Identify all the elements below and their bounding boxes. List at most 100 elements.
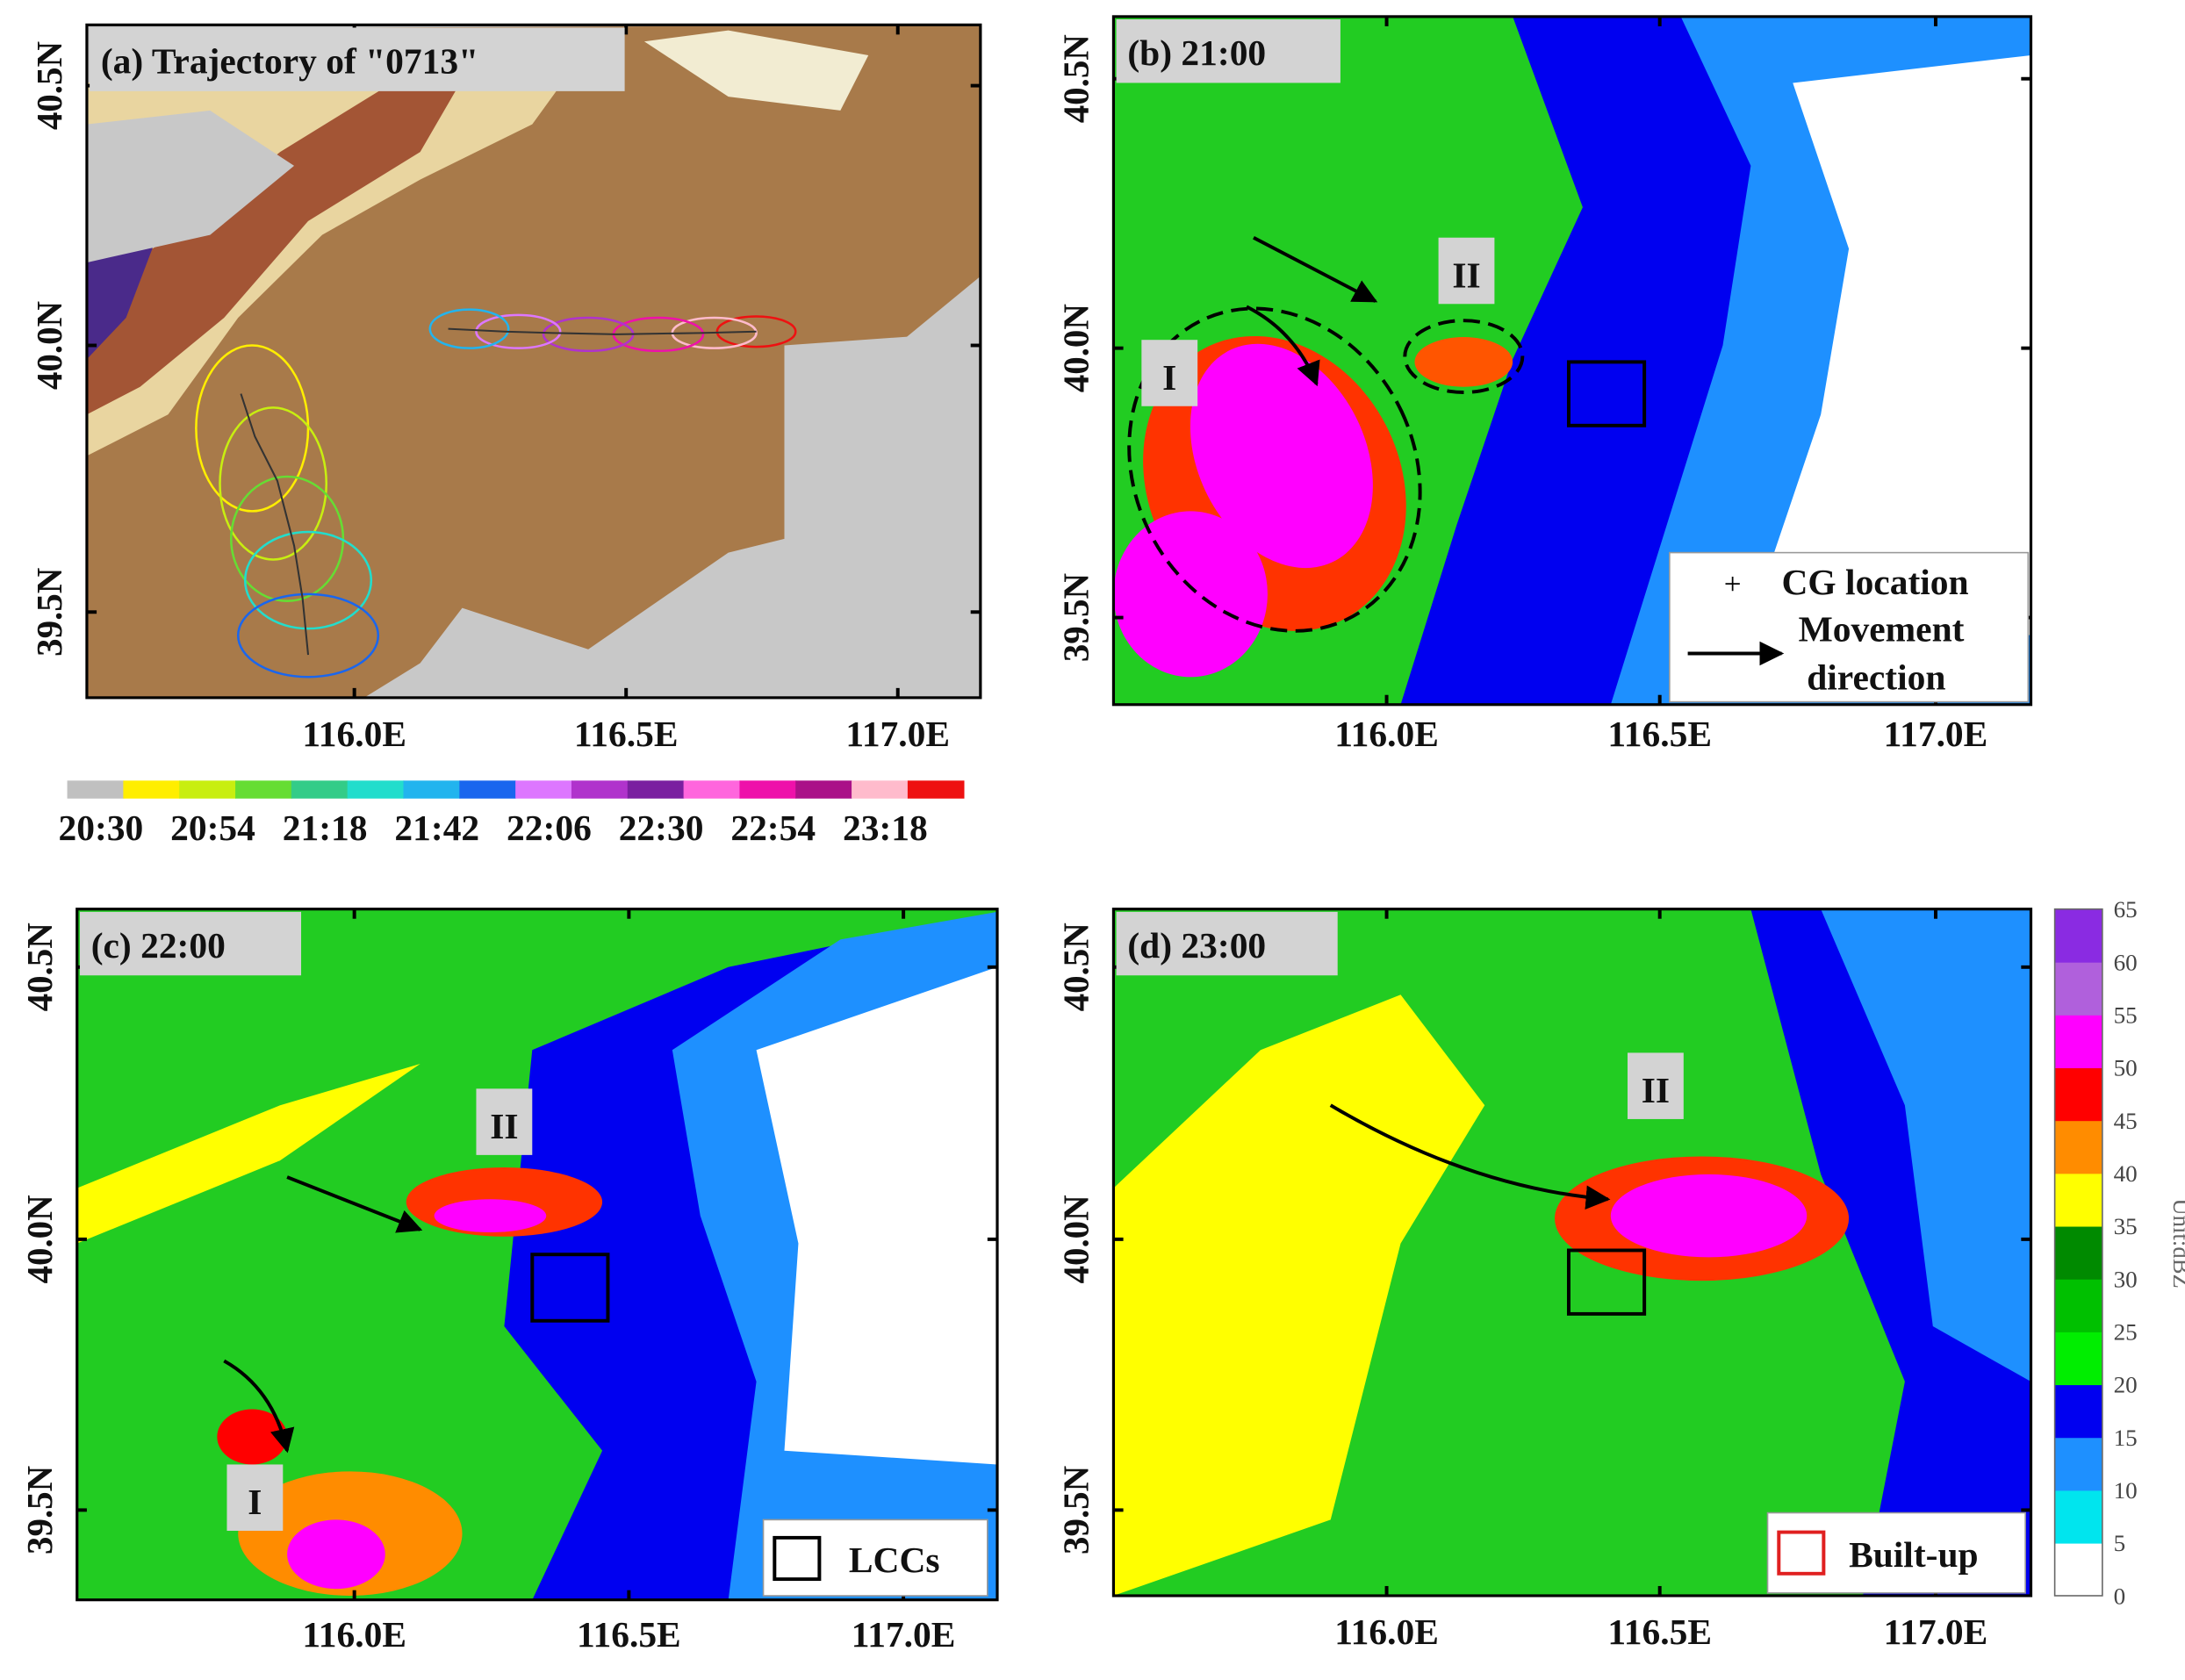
- colorbar-cell: [2054, 1067, 2102, 1122]
- legend-swatch: [1777, 1530, 1826, 1576]
- region-box: [226, 1464, 284, 1532]
- colorbar-cell: [2054, 1015, 2102, 1069]
- title-box: [1116, 911, 1338, 976]
- colorbar-cell: [907, 780, 965, 799]
- colorbar-cell: [347, 780, 405, 799]
- region-label: I: [248, 1482, 262, 1522]
- colorbar-cell: [2054, 1225, 2102, 1280]
- legend-box: [1766, 1511, 2026, 1594]
- panel-title: (a) Trajectory of "0713": [101, 41, 478, 83]
- colorbar-cell: [459, 780, 516, 799]
- colorbar-label: 50: [2114, 1055, 2138, 1081]
- terrain-map: [86, 25, 981, 698]
- colorbar-cell: [627, 780, 685, 799]
- colorbar-cell: [571, 780, 629, 799]
- colorbar-label: 22:54: [730, 808, 816, 848]
- lon-label: 116.0E: [1334, 714, 1439, 754]
- lon-label: 117.0E: [1884, 714, 1988, 754]
- lat-label: 39.5N: [19, 1466, 60, 1554]
- lon-label: 116.0E: [302, 1614, 406, 1655]
- title-box: [79, 911, 302, 976]
- lat-label: 40.5N: [1055, 923, 1096, 1011]
- lon-label: 117.0E: [852, 1614, 956, 1655]
- region-box: [1141, 340, 1198, 406]
- colorbar-cell: [2054, 961, 2102, 1016]
- colorbar-label: 0: [2114, 1583, 2126, 1610]
- colorbar-label: 25: [2114, 1319, 2138, 1346]
- lat-label: 40.0N: [19, 1195, 60, 1283]
- lon-label: 116.5E: [574, 714, 679, 754]
- legend-box: [762, 1518, 988, 1597]
- map-frame: [1111, 15, 2033, 707]
- region-label: II: [1452, 255, 1480, 296]
- colorbar-label: 10: [2114, 1477, 2138, 1504]
- title-box: [90, 27, 625, 91]
- colorbar-cell: [2054, 1173, 2102, 1227]
- panel-title: (d) 23:00: [1127, 925, 1266, 966]
- region-label: II: [1642, 1070, 1670, 1110]
- colorbar-label: 60: [2114, 949, 2138, 975]
- lon-label: 116.0E: [1334, 1612, 1439, 1652]
- colorbar-label: 65: [2114, 896, 2138, 923]
- colorbar-label: 40: [2114, 1160, 2138, 1187]
- colorbar-cell: [403, 780, 461, 799]
- colorbar-label: 35: [2114, 1213, 2138, 1239]
- colorbar-cell: [515, 780, 572, 799]
- legend-text: CG location: [1781, 562, 1968, 602]
- colorbar-cell: [795, 780, 852, 799]
- legend-text: Built-up: [1849, 1534, 1979, 1575]
- legend-text: LCCs: [849, 1540, 940, 1580]
- legend-text: direction: [1807, 657, 1945, 698]
- colorbar-cell: [291, 780, 349, 799]
- colorbar-cell: [2054, 1120, 2102, 1174]
- colorbar-label: 55: [2114, 1002, 2138, 1029]
- lat-label: 39.5N: [1055, 1466, 1096, 1554]
- lat-label: 40.0N: [29, 301, 69, 390]
- lat-label: 40.5N: [1055, 34, 1096, 123]
- colorbar-label: 30: [2114, 1267, 2138, 1293]
- region-label: I: [1162, 357, 1176, 398]
- panel-title: (b) 21:00: [1127, 32, 1266, 74]
- region-box: [1627, 1052, 1684, 1119]
- colorbar-cell: [2054, 1437, 2102, 1491]
- region-box: [1438, 237, 1495, 305]
- colorbar-label: 23:18: [843, 808, 928, 848]
- colorbar-cell: [2054, 1542, 2102, 1597]
- colorbar-cell: [683, 780, 741, 799]
- colorbar-label: 20:30: [59, 808, 144, 848]
- colorbar-label: 22:06: [507, 808, 592, 848]
- colorbar-cell: [235, 780, 292, 799]
- colorbar-frame: [2053, 908, 2103, 1597]
- legend-swatch: [773, 1535, 822, 1582]
- lon-label: 117.0E: [1884, 1612, 1988, 1652]
- colorbar-cell: [2054, 1332, 2102, 1386]
- colorbar-cell: [2054, 1384, 2102, 1439]
- colorbar-cell: [2054, 1278, 2102, 1332]
- colorbar-unit: Unit:dBZ: [2168, 1198, 2185, 1289]
- colorbar-label: 22:30: [619, 808, 704, 848]
- lon-label: 116.5E: [1607, 1612, 1712, 1652]
- colorbar-cell: [2054, 1490, 2102, 1544]
- lat-label: 40.0N: [1055, 1195, 1096, 1283]
- colorbar-label: 15: [2114, 1425, 2138, 1451]
- lon-label: 116.5E: [1607, 714, 1712, 754]
- lat-label: 40.0N: [1055, 304, 1096, 392]
- colorbar-cell: [739, 780, 797, 799]
- colorbar-label: 45: [2114, 1108, 2138, 1134]
- colorbar-cell: [67, 780, 125, 799]
- radar-map: [76, 908, 998, 1600]
- map-frame: [75, 908, 999, 1602]
- colorbar-cell: [123, 780, 181, 799]
- legend-box: [1669, 551, 2030, 703]
- lon-label: 116.5E: [577, 1614, 681, 1655]
- lat-label: 40.5N: [19, 923, 60, 1011]
- colorbar-label: 20: [2114, 1372, 2138, 1398]
- legend-text: Movement: [1799, 609, 1965, 650]
- map-frame: [1111, 908, 2033, 1597]
- lat-label: 39.5N: [29, 567, 69, 656]
- colorbar-cell: [2054, 908, 2102, 963]
- colorbar-label: 21:18: [283, 808, 368, 848]
- lon-label: 116.0E: [302, 714, 406, 754]
